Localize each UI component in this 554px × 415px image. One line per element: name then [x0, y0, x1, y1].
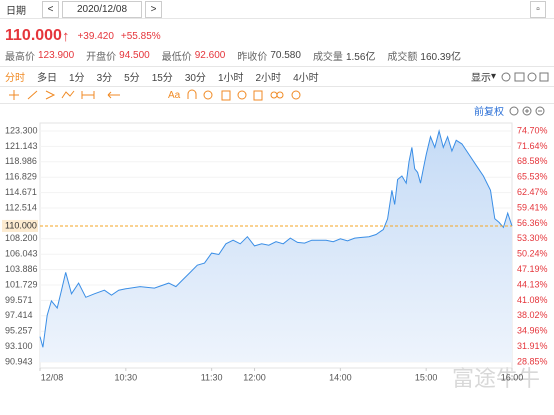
- y2-tick-label: 41.08%: [517, 295, 548, 305]
- y2-tick-label: 50.24%: [517, 249, 548, 259]
- period-tab[interactable]: 多日: [37, 73, 57, 84]
- period-tab[interactable]: 5分: [124, 73, 140, 84]
- change-pct: +55.85%: [120, 30, 161, 42]
- stat-label: 昨收价: [237, 51, 268, 63]
- price-area: [40, 131, 512, 362]
- x-tick-label: 12:00: [243, 372, 266, 382]
- x-tick-label: 16:00: [501, 372, 524, 382]
- display-tools: 显示 ▾: [471, 69, 550, 84]
- y-tick-label: 114.671: [5, 187, 37, 197]
- y-tick-label: 93.100: [5, 341, 33, 351]
- date-label: 日期: [6, 6, 26, 17]
- y-tick-label: 118.986: [5, 156, 37, 166]
- next-day[interactable]: >: [145, 1, 162, 18]
- price-row: 110.000 ↑ +39.420 +55.85%: [0, 26, 554, 46]
- draw-icons-2: [187, 89, 301, 101]
- display-menu[interactable]: 显示: [470, 73, 491, 84]
- last-price: 110.000: [5, 27, 62, 44]
- y-tick-label: 97.414: [5, 310, 33, 320]
- y-tick-label: 103.886: [5, 264, 38, 274]
- period-tab[interactable]: 3分: [96, 73, 113, 84]
- up-arrow: ↑: [61, 27, 70, 45]
- y2-tick-label: 56.36%: [517, 218, 548, 228]
- draw-icons: [9, 90, 120, 100]
- x-tick-label: 10:30: [115, 372, 138, 382]
- chart: 富途牛牛 123.300 121.143 118.986 116.829 114.671…: [2, 122, 548, 391]
- stat-label: 开盘价: [86, 51, 117, 63]
- y-tick-label: 95.257: [5, 326, 33, 336]
- y2-tick-label: 28.85%: [517, 356, 548, 366]
- adjust-menu[interactable]: 前复权: [474, 107, 504, 118]
- y2-tick-label: 68.58%: [517, 156, 548, 166]
- stat-value: 70.580: [270, 49, 301, 61]
- calendar-btn[interactable]: ▫: [530, 1, 546, 18]
- x-tick-label: 14:00: [329, 372, 352, 382]
- stat-label: 最低价: [161, 51, 192, 63]
- y2-tick-label: 34.96%: [517, 326, 548, 336]
- period-tab[interactable]: 分时: [5, 73, 25, 84]
- y-tick-label: 121.143: [5, 141, 38, 151]
- y-tick-label: 106.043: [5, 249, 38, 259]
- stat-value: 123.900: [38, 49, 75, 61]
- period-tabs: 分时 多日 1分 3分 5分 15分 30分 1小时 2小时 4小时: [0, 69, 554, 84]
- y2-tick-label: 47.19%: [517, 264, 548, 274]
- adjust-tools: 前复权: [474, 104, 548, 118]
- period-tab[interactable]: 4小时: [293, 73, 319, 84]
- display-icons: [501, 72, 549, 81]
- period-tab[interactable]: 30分: [184, 73, 206, 84]
- y-tick-label: 116.829: [5, 172, 37, 182]
- y2-tick-label: 44.13%: [517, 279, 548, 289]
- stat-value: 94.500: [119, 49, 150, 61]
- prev-day[interactable]: <: [42, 1, 59, 18]
- stat-value: 1.56亿: [345, 51, 376, 63]
- divider: [0, 86, 554, 87]
- ref-label-bg: [2, 219, 38, 232]
- date-field[interactable]: 2020/12/08: [62, 1, 142, 18]
- watermark: 富途牛牛: [452, 366, 540, 391]
- y2-tick-label: 38.02%: [517, 310, 548, 320]
- y-tick-label: 101.729: [5, 279, 38, 289]
- change: +39.420: [77, 30, 114, 42]
- stat-value: 92.600: [194, 49, 226, 61]
- y2-tick-label: 62.47%: [517, 187, 548, 197]
- stat-label: 成交额: [387, 51, 418, 63]
- period-tab[interactable]: 1小时: [217, 73, 244, 84]
- y-tick-label: 90.943: [5, 356, 33, 366]
- x-tick-label: 11:30: [201, 372, 223, 382]
- ref-label: 110.000: [5, 220, 37, 230]
- period-tab[interactable]: 2小时: [255, 73, 282, 84]
- text-tool[interactable]: Aa: [168, 89, 181, 101]
- divider: [0, 66, 554, 67]
- period-tab[interactable]: 15分: [151, 73, 173, 84]
- stat-value: 160.39亿: [420, 51, 461, 63]
- price-line: [39, 129, 513, 348]
- date-bar: 日期 < 2020/12/08 > ▫: [0, 1, 554, 18]
- x-tick-label: 15:00: [415, 372, 438, 382]
- draw-toolbar: Aa: [0, 88, 554, 102]
- stat-label: 最高价: [5, 51, 35, 63]
- period-tab[interactable]: 1分: [69, 73, 85, 84]
- y2-tick-label: 74.70%: [517, 125, 548, 135]
- caret: ▾: [490, 71, 496, 82]
- stat-label: 成交量: [312, 51, 343, 63]
- divider: [0, 18, 554, 19]
- y2-tick-label: 53.30%: [517, 233, 548, 243]
- zoom-icons: [509, 106, 545, 115]
- x-tick-label: 12/08: [41, 372, 64, 382]
- y2-tick-label: 59.41%: [517, 202, 548, 212]
- y-tick-label: 112.514: [5, 202, 37, 212]
- y2-tick-label: 31.91%: [517, 341, 548, 351]
- y-tick-label: 99.571: [5, 295, 33, 305]
- y-tick-label: 123.300: [5, 125, 38, 135]
- y2-tick-label: 71.64%: [517, 141, 548, 151]
- stats-row: 最高价 123.900 开盘价 94.500 最低价 92.600 昨收价 70.580 成交量…: [0, 48, 554, 63]
- y-tick-label: 108.200: [5, 233, 38, 243]
- y2-tick-label: 65.53%: [517, 172, 548, 182]
- divider: [0, 103, 554, 104]
